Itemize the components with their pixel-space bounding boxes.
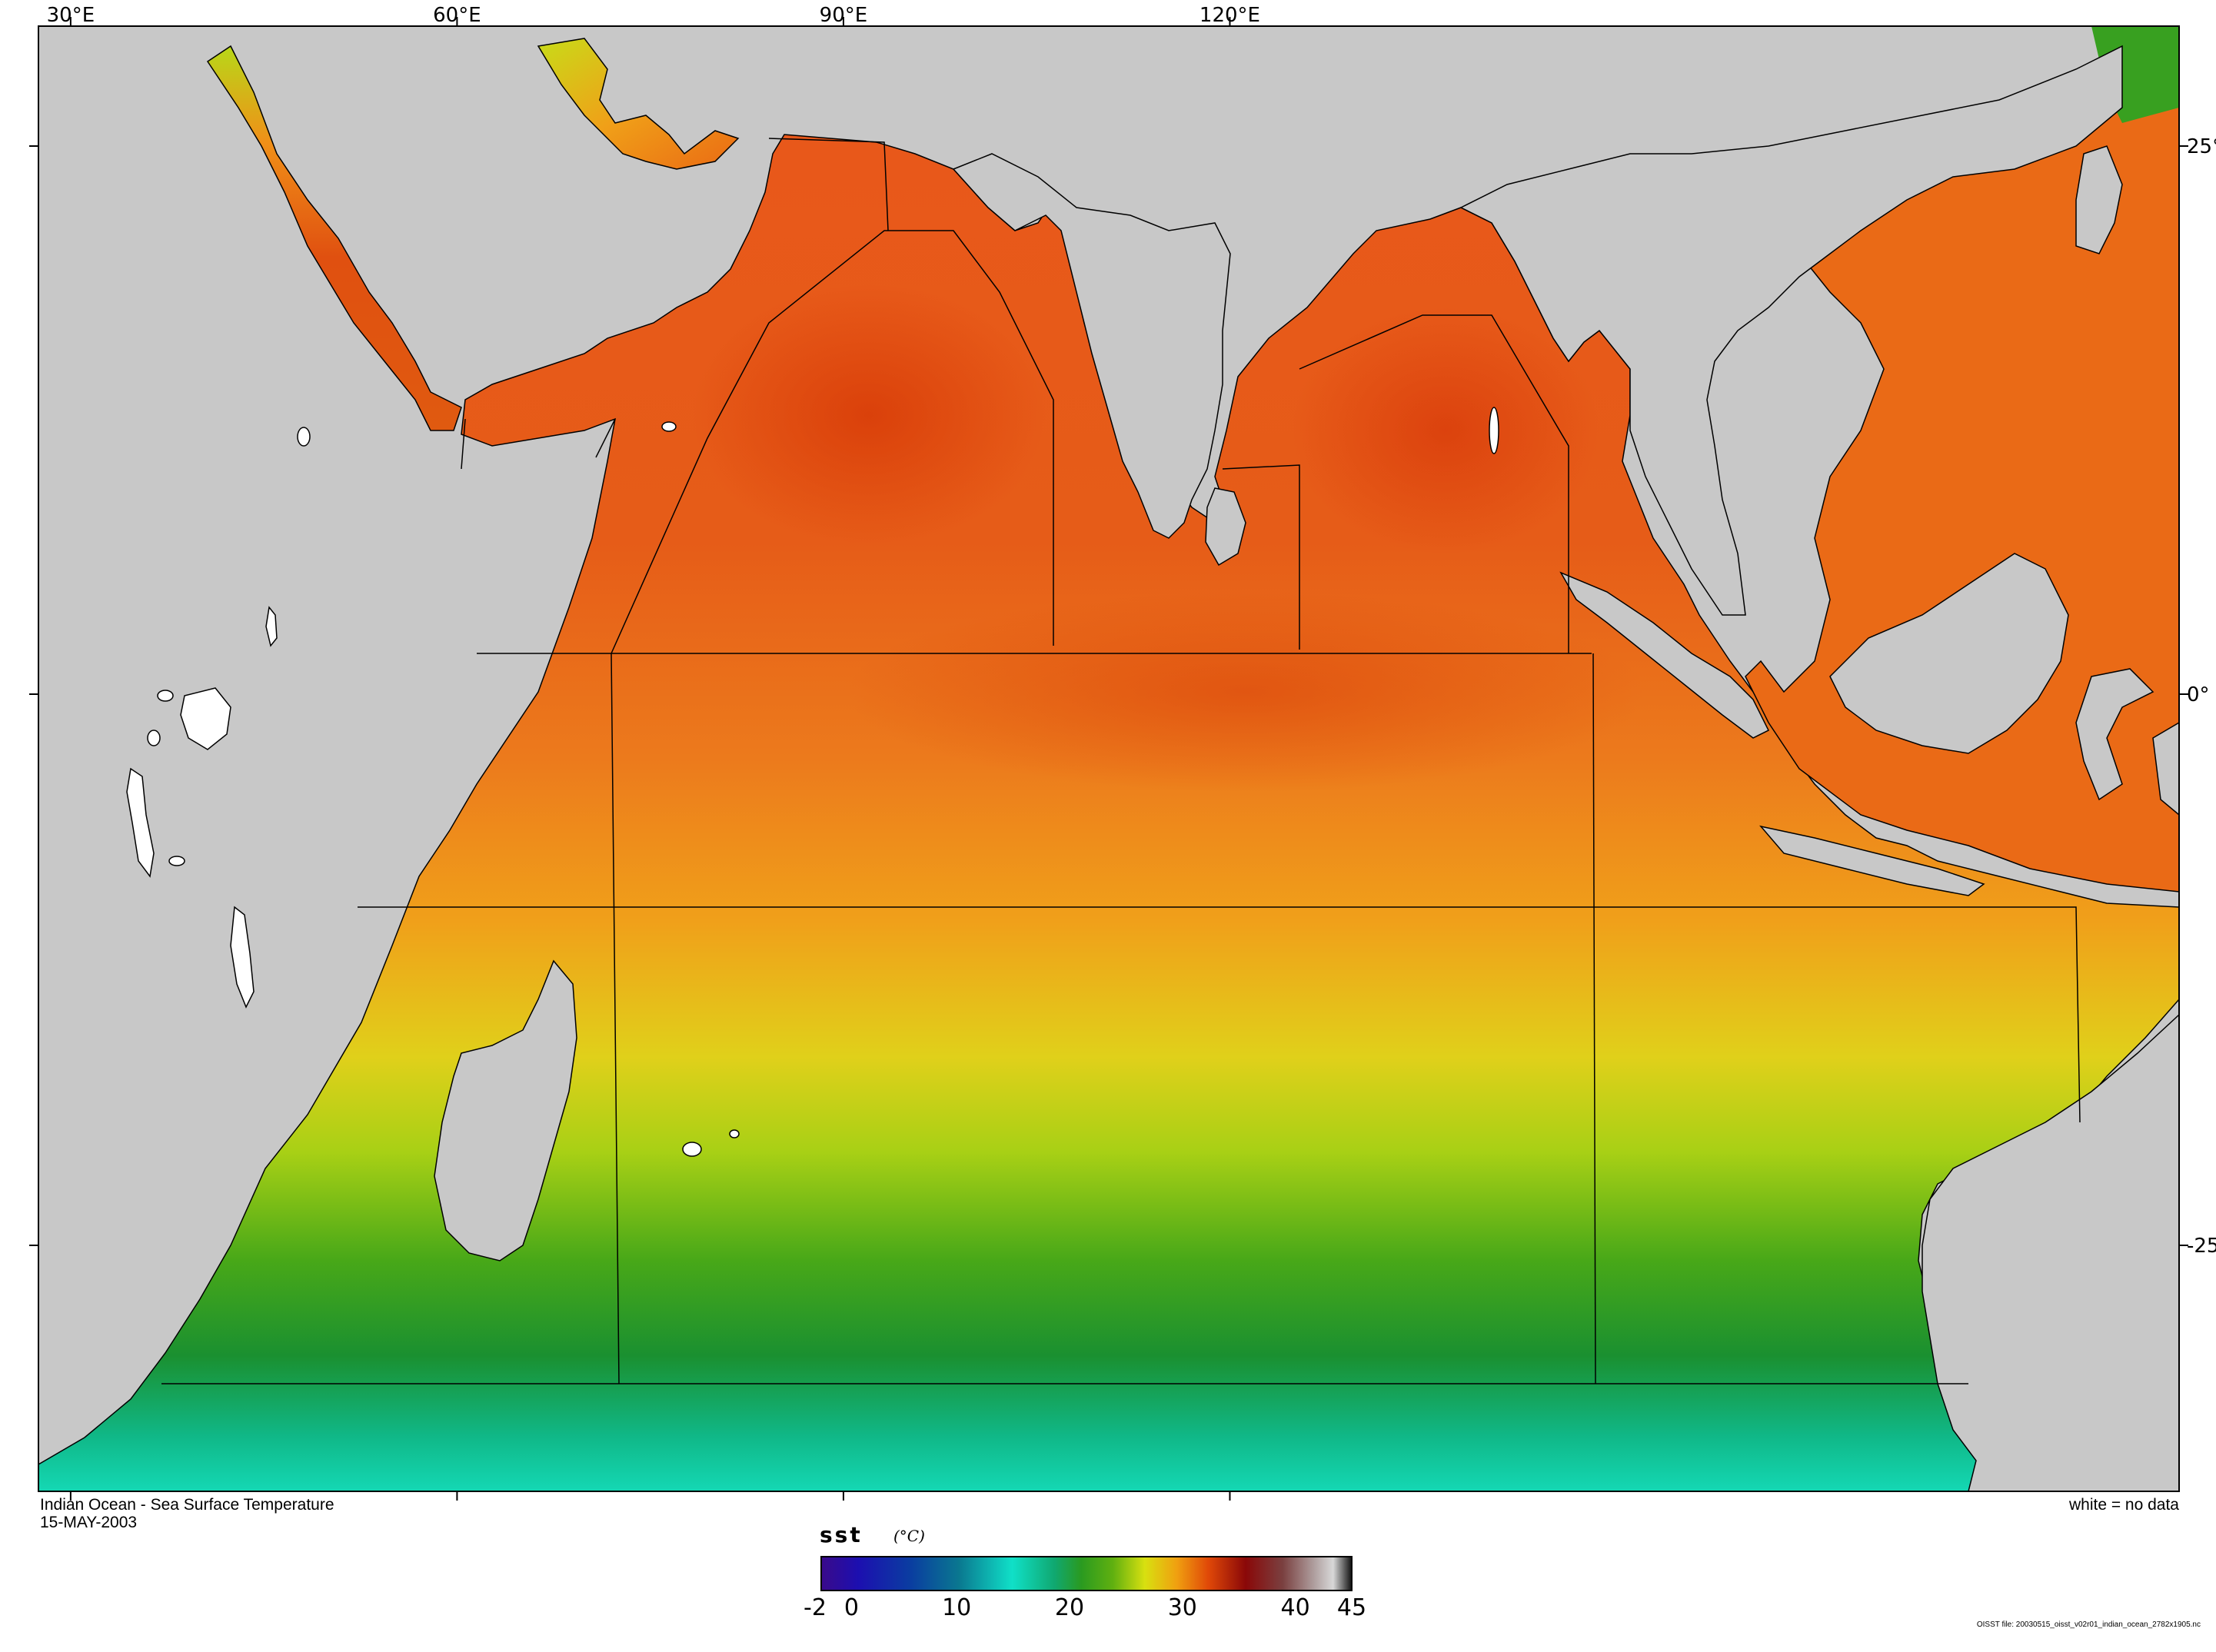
lake-malawi <box>230 906 255 1009</box>
sri-lanka <box>1205 487 1246 567</box>
map-date: 15-MAY-2003 <box>40 1514 138 1531</box>
lon-tick-label: 60°E <box>433 4 481 27</box>
colorbar-variable: sst <box>820 1522 863 1547</box>
java <box>1758 825 1985 896</box>
region-boundaries <box>161 138 2081 1384</box>
latitude-tick-labels: 25° 0° -25° <box>2187 135 2216 1258</box>
colorbar-tick: 40 <box>1280 1594 1310 1621</box>
equatorial-warm-band <box>846 592 1645 792</box>
southeast-asia-landmass <box>1459 45 2123 616</box>
lon-tick-label: 30°E <box>47 4 95 27</box>
australia <box>1922 1013 2179 1491</box>
reunion-island <box>682 1142 702 1157</box>
lake-small-3 <box>168 856 185 866</box>
lat-tick-label: -25° <box>2187 1235 2216 1258</box>
indian-ocean-sst <box>38 134 2179 1491</box>
lat-tick-label: 25° <box>2187 135 2216 158</box>
map-frame <box>38 25 2180 1492</box>
andaman-islands <box>1489 407 1499 454</box>
colorbar-tick: 0 <box>843 1594 859 1621</box>
philippines <box>2075 145 2123 254</box>
arabian-sea-warm-pool <box>692 284 1046 546</box>
colorbar-bar <box>820 1556 1353 1591</box>
new-guinea-edge <box>2152 722 2179 816</box>
sulawesi <box>2075 668 2154 801</box>
lake-small-2 <box>147 730 161 746</box>
colorbar-tick: 30 <box>1167 1594 1197 1621</box>
colorbar-tick: -2 <box>804 1594 827 1621</box>
latitude-tick-marks <box>29 145 2188 1246</box>
bay-of-bengal-warm-pool <box>1292 307 1599 553</box>
colorbar-tick: 20 <box>1054 1594 1085 1621</box>
sumatra <box>1559 571 1770 739</box>
lake-tana <box>297 427 311 447</box>
red-sea <box>206 45 462 431</box>
longitude-tick-labels: 30°E 60°E 90°E 120°E <box>47 4 1260 27</box>
source-file-note: OISST file: 20030515_oisst_v02r01_indian… <box>1976 1620 2201 1629</box>
lake-tanganyika <box>126 767 155 878</box>
persian-gulf <box>537 38 740 170</box>
lake-victoria <box>180 687 231 750</box>
map-area <box>38 26 2179 1491</box>
india-landmass <box>952 153 1231 539</box>
lake-small-1 <box>157 690 174 702</box>
lake-turkana <box>265 606 278 647</box>
no-data-note: white = no data <box>2068 1496 2179 1514</box>
lat-tick-label: 0° <box>2187 683 2210 706</box>
madagascar <box>434 959 577 1261</box>
mauritius-island <box>729 1129 740 1138</box>
socotra-island <box>661 421 677 432</box>
lon-tick-label: 90°E <box>820 4 868 27</box>
longitude-tick-marks <box>69 17 1231 1501</box>
colorbar-tick: 45 <box>1336 1594 1367 1621</box>
borneo <box>1829 553 2069 754</box>
map-title: Indian Ocean - Sea Surface Temperature <box>40 1496 334 1514</box>
lon-tick-label: 120°E <box>1200 4 1260 27</box>
colorbar-tick: 10 <box>942 1594 972 1621</box>
colorbar-unit: (°C) <box>893 1527 925 1545</box>
